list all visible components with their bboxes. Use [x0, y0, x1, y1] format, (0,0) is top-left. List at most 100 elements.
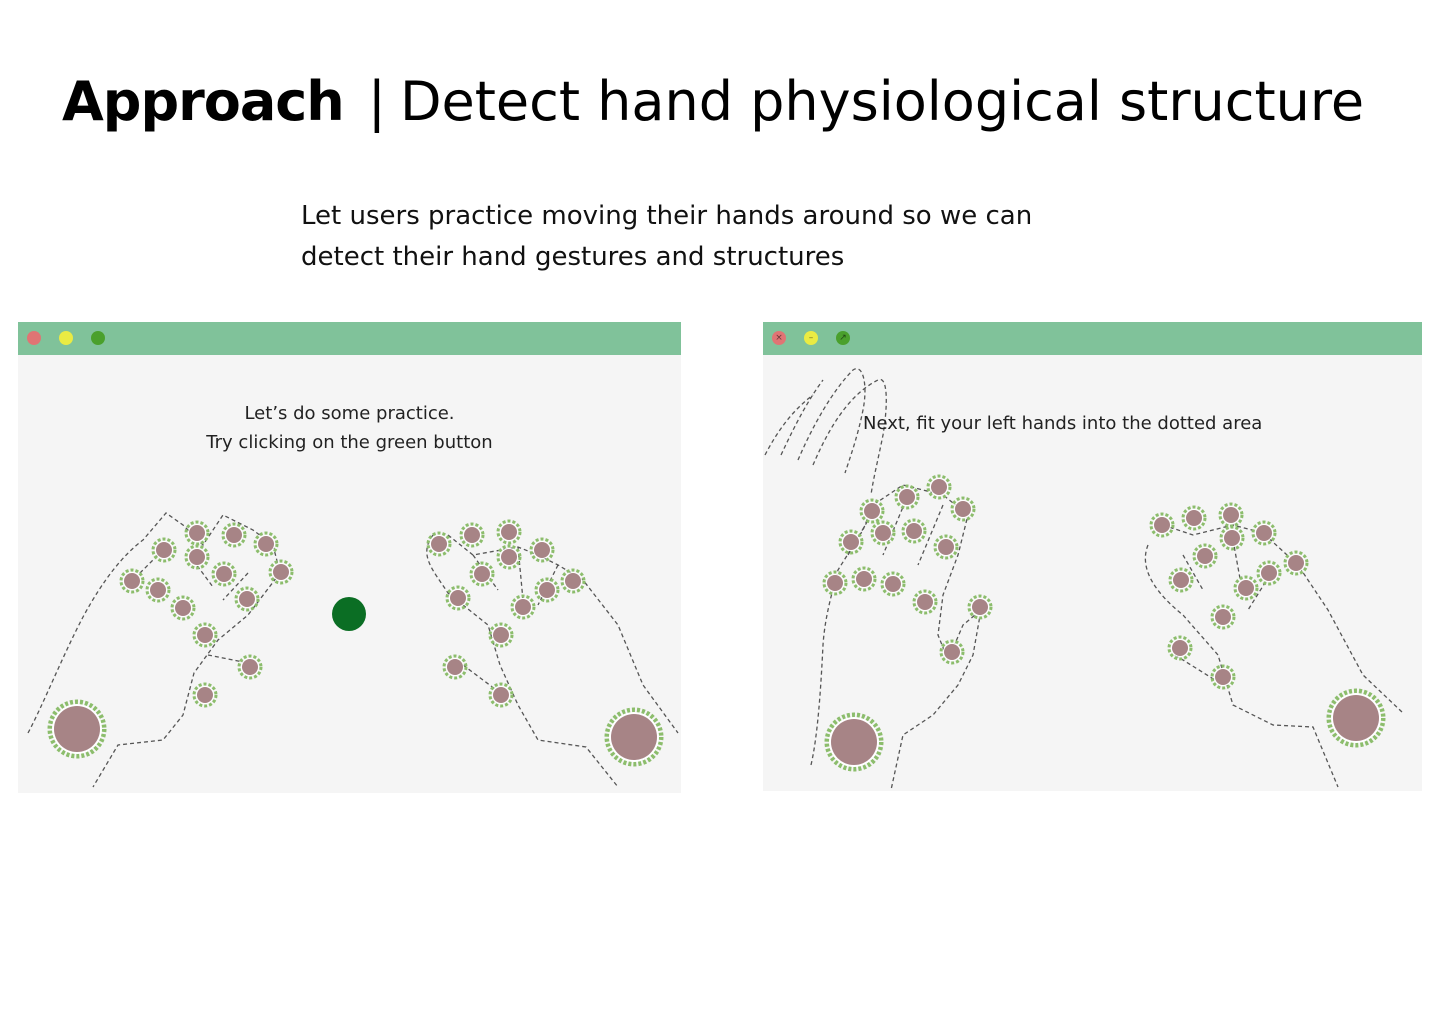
finger-joint-ring [1219, 525, 1245, 551]
finger-joint-ring [192, 622, 218, 648]
hands-canvas [27, 512, 679, 788]
palm-sensor [611, 714, 657, 760]
finger-joint-ring [170, 595, 196, 621]
left-hand-outline [27, 512, 281, 788]
finger-joint [1172, 640, 1188, 656]
finger-joint [931, 479, 947, 495]
finger-joint-ring [1149, 512, 1175, 538]
finger-joint-ring [1256, 560, 1282, 586]
finger-joint-ring [184, 520, 210, 546]
finger-joint [1173, 572, 1189, 588]
description-line-2: detect their hand gestures and structure… [301, 242, 845, 272]
maximize-icon[interactable] [91, 331, 105, 345]
finger-joint [216, 566, 232, 582]
raised-hand-sketch [764, 368, 887, 496]
finger-joint-ring [851, 566, 877, 592]
finger-joint [242, 659, 258, 675]
finger-joint-ring [838, 529, 864, 555]
finger-joint-ring [145, 577, 171, 603]
finger-joint [239, 591, 255, 607]
finger-joint-ring [496, 544, 522, 570]
finger-joint [539, 582, 555, 598]
finger-joint [474, 566, 490, 582]
finger-joint-ring [253, 531, 279, 557]
finger-joint [938, 539, 954, 555]
title-bold: Approach [62, 70, 345, 133]
finger-joint [1215, 669, 1231, 685]
finger-joint-ring [496, 519, 522, 545]
finger-joint-ring [939, 639, 965, 665]
finger-joint-ring [488, 682, 514, 708]
window-titlebar[interactable]: × – ↗ [763, 322, 1422, 355]
minimize-icon[interactable] [59, 331, 73, 345]
finger-joint-ring [1167, 635, 1193, 661]
finger-joint [1261, 565, 1277, 581]
finger-joint [534, 542, 550, 558]
finger-joint-ring [237, 654, 263, 680]
finger-joint [1238, 580, 1254, 596]
finger-joint-ring [442, 654, 468, 680]
finger-joint [258, 536, 274, 552]
finger-joint-ring [469, 561, 495, 587]
finger-joint [864, 503, 880, 519]
close-icon[interactable]: × [772, 331, 786, 345]
finger-joint [1186, 510, 1202, 526]
finger-joint-ring [1168, 567, 1194, 593]
finger-joint-ring [950, 496, 976, 522]
finger-joint [827, 575, 843, 591]
finger-joint-ring [211, 561, 237, 587]
palm-sensor-ring [1326, 688, 1386, 748]
finger-joint-ring [870, 520, 896, 546]
finger-joint [501, 549, 517, 565]
description-line-1: Let users practice moving their hands ar… [301, 201, 1033, 231]
finger-joint-ring [151, 537, 177, 563]
title-separator: | [367, 70, 386, 133]
finger-joint-ring [1251, 520, 1277, 546]
finger-joint [906, 523, 922, 539]
palm-sensor [54, 706, 100, 752]
finger-joint [501, 524, 517, 540]
finger-joint-ring [221, 522, 247, 548]
finger-joint-ring [1192, 543, 1218, 569]
finger-joint-markers [47, 519, 664, 767]
prompt-line-1: Let’s do some practice. [244, 403, 455, 424]
practice-prompt: Let’s do some practice. Try clicking on … [18, 399, 681, 457]
finger-joint-ring [894, 484, 920, 510]
finger-joint-ring [1181, 505, 1207, 531]
palm-sensor [1333, 695, 1379, 741]
finger-joint [189, 549, 205, 565]
finger-joint [431, 536, 447, 552]
finger-joint-ring [901, 518, 927, 544]
finger-joint-ring [926, 474, 952, 500]
finger-joint [565, 573, 581, 589]
finger-joint [1154, 517, 1170, 533]
finger-joint-ring [859, 498, 885, 524]
green-target-button[interactable] [332, 597, 366, 631]
finger-joint [955, 501, 971, 517]
fit-hand-window: × – ↗ [763, 322, 1422, 791]
palm-sensor-ring [824, 712, 884, 772]
finger-joint [197, 687, 213, 703]
finger-joint-ring [967, 594, 993, 620]
window-titlebar[interactable] [18, 322, 681, 355]
minimize-icon[interactable]: – [804, 331, 818, 345]
finger-joint-ring [488, 622, 514, 648]
finger-joint [944, 644, 960, 660]
finger-joint [1288, 555, 1304, 571]
finger-joint [885, 576, 901, 592]
finger-joint-ring [822, 570, 848, 596]
finger-joint-ring [192, 682, 218, 708]
finger-joint [226, 527, 242, 543]
window-content: Let’s do some practice. Try clicking on … [18, 355, 681, 793]
finger-joint [1223, 507, 1239, 523]
close-icon[interactable] [27, 331, 41, 345]
finger-joint-ring [880, 571, 906, 597]
finger-joint [150, 582, 166, 598]
hands-canvas [764, 368, 1404, 791]
right-hand-outline [1144, 524, 1404, 788]
maximize-icon[interactable]: ↗ [836, 331, 850, 345]
palm-sensor [831, 719, 877, 765]
finger-joint-ring [510, 594, 536, 620]
finger-joint-ring [459, 522, 485, 548]
palm-sensor-ring [47, 699, 107, 759]
